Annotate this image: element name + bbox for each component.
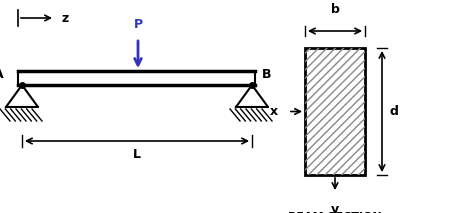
Text: B: B xyxy=(262,69,272,82)
Text: L: L xyxy=(133,148,141,161)
Text: y: y xyxy=(331,203,339,213)
Text: P: P xyxy=(134,18,143,31)
Text: A: A xyxy=(0,69,4,82)
Text: d: d xyxy=(390,105,399,118)
Text: b: b xyxy=(330,3,339,16)
Bar xyxy=(305,48,365,175)
Text: z: z xyxy=(62,12,69,24)
Bar xyxy=(305,48,365,175)
Text: x: x xyxy=(270,105,278,118)
Text: BEAM SECTION: BEAM SECTION xyxy=(288,212,382,213)
